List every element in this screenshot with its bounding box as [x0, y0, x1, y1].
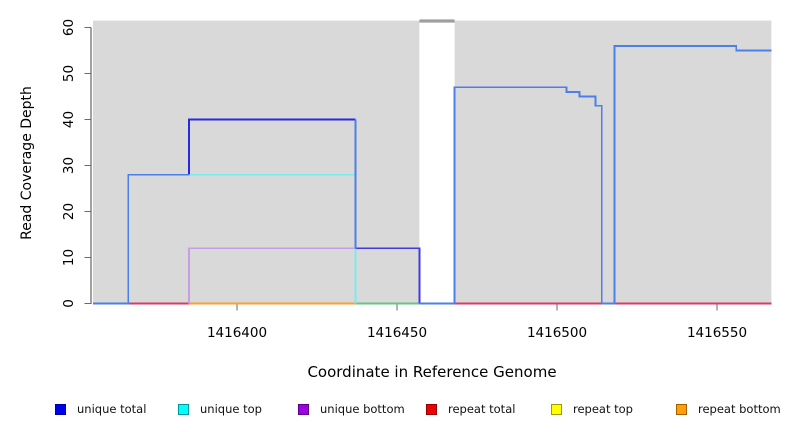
legend-item-repeat-top: repeat top — [551, 402, 633, 416]
legend-swatch-icon — [55, 403, 66, 415]
legend-label: unique top — [200, 402, 262, 416]
legend-swatch-icon — [551, 403, 562, 415]
y-tick-label: 50 — [61, 65, 77, 82]
legend: unique total unique top unique bottom repea… — [0, 402, 792, 422]
y-axis-title: Read Coverage Depth — [19, 86, 35, 240]
legend-label: repeat top — [573, 402, 633, 416]
y-tick-label: 0 — [61, 299, 77, 308]
legend-label: repeat total — [448, 402, 516, 416]
legend-swatch-icon — [426, 403, 437, 415]
legend-item-unique-bottom: unique bottom — [298, 402, 405, 416]
legend-item-unique-top: unique top — [178, 402, 262, 416]
y-tick-label: 60 — [61, 19, 77, 36]
coverage-line-unique-total-right — [453, 45, 772, 305]
clipped-coverage-marker — [419, 19, 455, 23]
legend-swatch-icon — [676, 403, 687, 415]
legend-label: unique bottom — [320, 402, 405, 416]
y-tick-label: 10 — [61, 249, 77, 266]
plot-background-region — [454, 20, 772, 304]
coverage-line-unique-total-royal-left — [93, 173, 189, 305]
y-tick-label: 30 — [61, 157, 77, 174]
legend-item-repeat-total: repeat total — [426, 402, 515, 416]
x-tick-label: 1416450 — [367, 325, 427, 341]
legend-label: repeat bottom — [698, 402, 781, 416]
coverage-line-unique-total-mid-dark — [355, 247, 421, 304]
legend-swatch-icon — [178, 403, 189, 415]
legend-swatch-icon — [298, 403, 309, 415]
x-tick-label: 1416550 — [687, 325, 747, 341]
x-axis-title: Coordinate in Reference Genome — [307, 363, 557, 381]
legend-item-unique-total: unique total — [55, 402, 146, 416]
coverage-line-unique-total-left-dark — [188, 118, 356, 175]
legend-label: unique total — [77, 402, 147, 416]
plot-background-region — [93, 20, 420, 304]
x-tick-label: 1416400 — [207, 325, 267, 341]
x-tick-label: 1416500 — [527, 325, 587, 341]
y-tick-label: 20 — [61, 203, 77, 220]
coverage-line-unique-bottom — [188, 247, 356, 304]
y-tick-label: 40 — [61, 111, 77, 128]
legend-item-repeat-bottom: repeat bottom — [676, 402, 781, 416]
